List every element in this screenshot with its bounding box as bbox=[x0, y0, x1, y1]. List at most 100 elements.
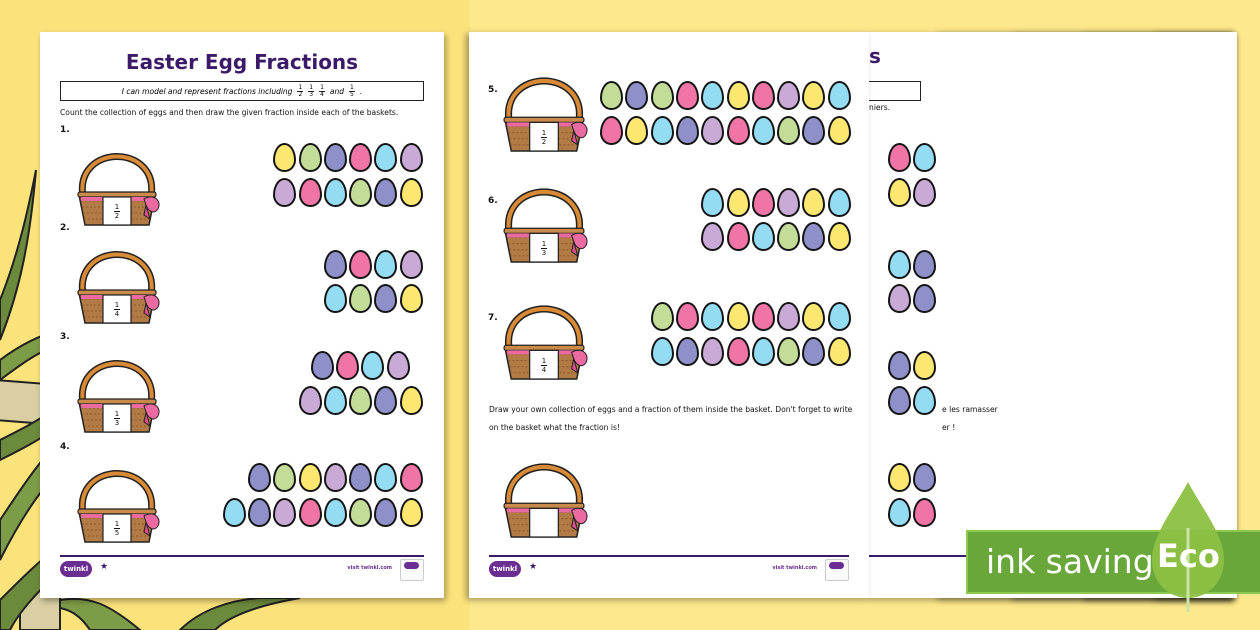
egg-G bbox=[777, 337, 801, 366]
egg-P bbox=[374, 284, 398, 313]
egg-L bbox=[888, 284, 911, 313]
egg-C bbox=[701, 302, 725, 331]
fraction-denominator: 5 bbox=[114, 528, 120, 537]
egg-C bbox=[827, 302, 851, 331]
question-number: 4. bbox=[60, 442, 70, 452]
egg-Y bbox=[827, 337, 851, 366]
egg-C bbox=[751, 337, 775, 366]
question-number: 3. bbox=[60, 332, 70, 342]
fraction-denominator: 2 bbox=[541, 138, 547, 147]
egg-C bbox=[323, 498, 347, 527]
basket bbox=[500, 440, 588, 544]
fraction-denominator: 4 bbox=[114, 309, 120, 318]
objective-text: I can model and represent fractions incl… bbox=[121, 86, 293, 96]
egg-C bbox=[701, 81, 725, 110]
egg-P bbox=[625, 81, 649, 110]
egg-K bbox=[675, 81, 699, 110]
egg-P bbox=[888, 351, 911, 380]
egg-C bbox=[913, 143, 937, 172]
egg-P bbox=[374, 386, 398, 415]
egg-L bbox=[777, 302, 801, 331]
egg-C bbox=[361, 351, 385, 380]
egg-Y bbox=[827, 222, 851, 251]
quality-badge-icon bbox=[400, 559, 424, 581]
egg-K bbox=[349, 143, 373, 172]
fraction-numerator: 1 bbox=[113, 409, 121, 419]
egg-Y bbox=[726, 81, 750, 110]
egg-Y bbox=[726, 188, 750, 217]
egg-P bbox=[802, 337, 826, 366]
egg-P bbox=[349, 463, 373, 492]
egg-C bbox=[323, 178, 347, 207]
egg-Y bbox=[913, 351, 937, 380]
egg-G bbox=[349, 178, 373, 207]
egg-Y bbox=[399, 386, 423, 415]
objective-and: and bbox=[329, 86, 345, 96]
egg-P bbox=[374, 498, 398, 527]
egg-G bbox=[349, 386, 373, 415]
egg-G bbox=[298, 143, 322, 172]
egg-K bbox=[399, 463, 423, 492]
star-icon: ★ bbox=[529, 562, 538, 572]
egg-Y bbox=[399, 178, 423, 207]
eco-label: Eco bbox=[1157, 537, 1220, 575]
egg-C bbox=[827, 188, 851, 217]
egg-L bbox=[777, 188, 801, 217]
eco-leaf-icon bbox=[1152, 482, 1224, 612]
egg-C bbox=[650, 337, 674, 366]
footer-divider bbox=[60, 555, 424, 557]
egg-P bbox=[247, 463, 271, 492]
egg-C bbox=[751, 116, 775, 145]
text-fragment: e les ramasser bbox=[942, 405, 998, 414]
egg-G bbox=[273, 463, 297, 492]
question-number: 2. bbox=[60, 223, 70, 233]
star-icon: ★ bbox=[100, 562, 109, 572]
egg-L bbox=[701, 337, 725, 366]
egg-P bbox=[323, 250, 347, 279]
egg-C bbox=[650, 116, 674, 145]
egg-Y bbox=[298, 463, 322, 492]
fraction-numerator: 1 bbox=[113, 300, 121, 310]
egg-L bbox=[701, 116, 725, 145]
egg-C bbox=[222, 498, 246, 527]
egg-L bbox=[273, 178, 297, 207]
fraction-denominator: 3 bbox=[541, 249, 547, 258]
egg-Y bbox=[802, 81, 826, 110]
egg-P bbox=[323, 143, 347, 172]
worksheet-page-1: Easter Egg Fractions I can model and rep… bbox=[40, 32, 444, 598]
egg-K bbox=[726, 337, 750, 366]
egg-C bbox=[913, 386, 937, 415]
egg-K bbox=[600, 116, 623, 145]
egg-K bbox=[298, 498, 322, 527]
egg-P bbox=[310, 351, 334, 380]
egg-K bbox=[675, 302, 699, 331]
egg-P bbox=[247, 498, 271, 527]
worksheet-title: Easter Egg Fractions bbox=[125, 50, 359, 74]
egg-Y bbox=[888, 463, 911, 492]
footer-divider bbox=[489, 555, 849, 557]
egg-K bbox=[726, 116, 750, 145]
egg-C bbox=[888, 250, 911, 279]
twinkl-logo: twinkl bbox=[489, 561, 521, 577]
egg-L bbox=[399, 143, 423, 172]
fraction-numerator: 1 bbox=[113, 202, 121, 212]
egg-L bbox=[273, 498, 297, 527]
objective-end: . bbox=[359, 86, 363, 96]
learning-objective: I can model and represent fractions incl… bbox=[60, 81, 424, 101]
egg-C bbox=[323, 284, 347, 313]
egg-Y bbox=[888, 178, 911, 207]
fraction-denominator: 4 bbox=[541, 366, 547, 375]
egg-P bbox=[802, 116, 826, 145]
